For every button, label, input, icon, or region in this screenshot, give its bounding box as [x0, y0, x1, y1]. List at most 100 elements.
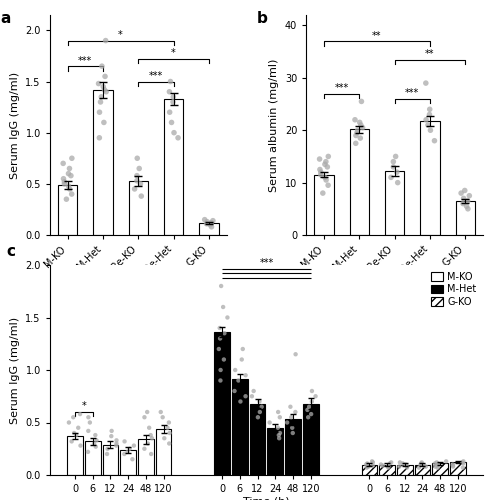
Point	[60, 174, 68, 182]
Point	[157, 408, 165, 416]
Point	[317, 168, 325, 176]
Point	[426, 106, 434, 114]
Point	[62, 195, 70, 203]
Point	[425, 110, 433, 118]
Point	[369, 458, 377, 466]
Bar	[285, 420, 301, 475]
Point	[224, 314, 232, 322]
Bar	[303, 404, 319, 475]
Point	[322, 158, 330, 166]
Point	[321, 174, 329, 182]
Point	[103, 450, 111, 458]
Point	[86, 418, 94, 426]
Point	[147, 450, 155, 458]
Point	[417, 460, 425, 468]
Bar	[199, 222, 219, 235]
Point	[84, 448, 92, 456]
Point	[316, 166, 324, 173]
Y-axis label: Serum IgG (mg/ml): Serum IgG (mg/ml)	[10, 72, 20, 178]
Point	[140, 413, 148, 421]
Point	[387, 174, 395, 182]
Point	[289, 429, 297, 437]
Point	[101, 86, 109, 94]
Point	[422, 79, 430, 87]
Point	[426, 126, 434, 134]
Point	[377, 460, 385, 468]
Point	[418, 458, 426, 466]
Point	[167, 118, 175, 126]
Point	[98, 62, 106, 70]
Point	[395, 462, 403, 470]
Point	[108, 427, 116, 435]
Point	[359, 124, 367, 132]
Point	[67, 172, 75, 179]
Point	[274, 408, 282, 416]
Point	[449, 462, 457, 470]
Point	[460, 458, 468, 466]
Legend: M-KO, M-Het, G-KO: M-KO, M-Het, G-KO	[429, 270, 478, 308]
Point	[174, 134, 182, 142]
Point	[100, 118, 108, 126]
Point	[433, 462, 441, 469]
Bar	[397, 464, 412, 475]
Point	[216, 334, 224, 342]
Text: a: a	[0, 10, 10, 26]
Point	[305, 403, 313, 411]
Point	[166, 429, 174, 437]
Point	[102, 36, 110, 44]
Point	[207, 218, 215, 226]
Point	[121, 450, 128, 458]
Point	[459, 464, 467, 471]
Point	[166, 108, 174, 116]
Point	[389, 163, 397, 171]
Point	[265, 418, 273, 426]
Point	[108, 432, 116, 440]
Point	[219, 303, 227, 311]
Point	[68, 154, 76, 162]
Point	[275, 431, 283, 439]
Point	[256, 408, 264, 416]
Point	[102, 88, 110, 96]
Point	[144, 440, 152, 448]
Point	[357, 134, 365, 142]
Bar	[103, 444, 118, 475]
Point	[113, 440, 121, 448]
Point	[430, 136, 438, 144]
Point	[130, 185, 138, 193]
Point	[242, 371, 249, 379]
Point	[68, 190, 76, 198]
Point	[286, 403, 294, 411]
Point	[435, 460, 443, 468]
Bar	[362, 464, 377, 475]
Point	[384, 464, 392, 471]
Point	[136, 180, 144, 188]
Point	[221, 329, 229, 337]
Point	[60, 178, 68, 186]
Point	[458, 458, 466, 466]
Point	[363, 460, 371, 468]
Point	[319, 189, 327, 197]
Point	[424, 121, 432, 129]
Point	[324, 152, 332, 160]
Point	[321, 160, 329, 168]
Point	[317, 171, 325, 179]
Point	[148, 434, 156, 442]
Point	[125, 445, 133, 453]
Point	[257, 403, 265, 411]
Bar	[385, 171, 404, 235]
Bar	[420, 121, 440, 235]
Bar	[138, 440, 154, 475]
Point	[307, 410, 315, 418]
Point	[394, 178, 402, 186]
Point	[235, 376, 243, 384]
Point	[64, 182, 72, 190]
Point	[434, 464, 442, 471]
Point	[113, 436, 121, 444]
Point	[92, 442, 100, 450]
Point	[76, 410, 84, 418]
Bar	[164, 99, 183, 235]
Point	[59, 160, 67, 168]
Point	[133, 172, 141, 179]
Bar	[85, 442, 101, 475]
Point	[288, 424, 296, 432]
